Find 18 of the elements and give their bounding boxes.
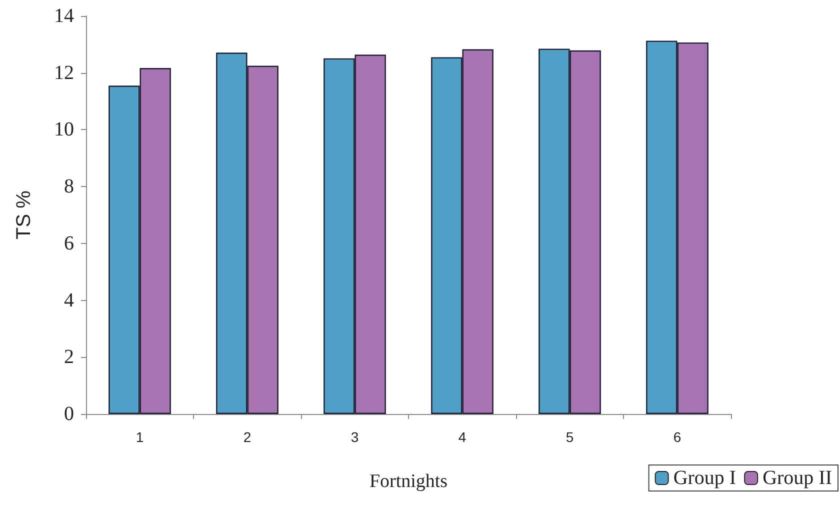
legend-label: Group I — [673, 467, 736, 489]
x-tick-label: 3 — [350, 429, 359, 445]
y-tick-label: 10 — [54, 118, 74, 141]
legend-label: Group II — [762, 467, 832, 489]
y-tick-label: 12 — [54, 62, 74, 84]
x-axis-title: Fortnights — [369, 471, 448, 492]
y-tick-label: 2 — [64, 346, 74, 368]
y-tick-label: 0 — [64, 403, 74, 425]
y-tick-label: 6 — [64, 232, 74, 254]
x-tick-label: 4 — [458, 429, 466, 445]
x-tick-label: 6 — [673, 429, 682, 445]
x-tick-label: 2 — [243, 429, 252, 445]
x-tick-label: 1 — [136, 429, 144, 445]
x-tick-label: 5 — [566, 429, 574, 445]
y-tick-label: 4 — [64, 289, 74, 312]
y-tick-label: 8 — [64, 176, 74, 198]
y-tick-label: 14 — [54, 5, 74, 27]
y-axis-title: TS % — [13, 190, 35, 240]
